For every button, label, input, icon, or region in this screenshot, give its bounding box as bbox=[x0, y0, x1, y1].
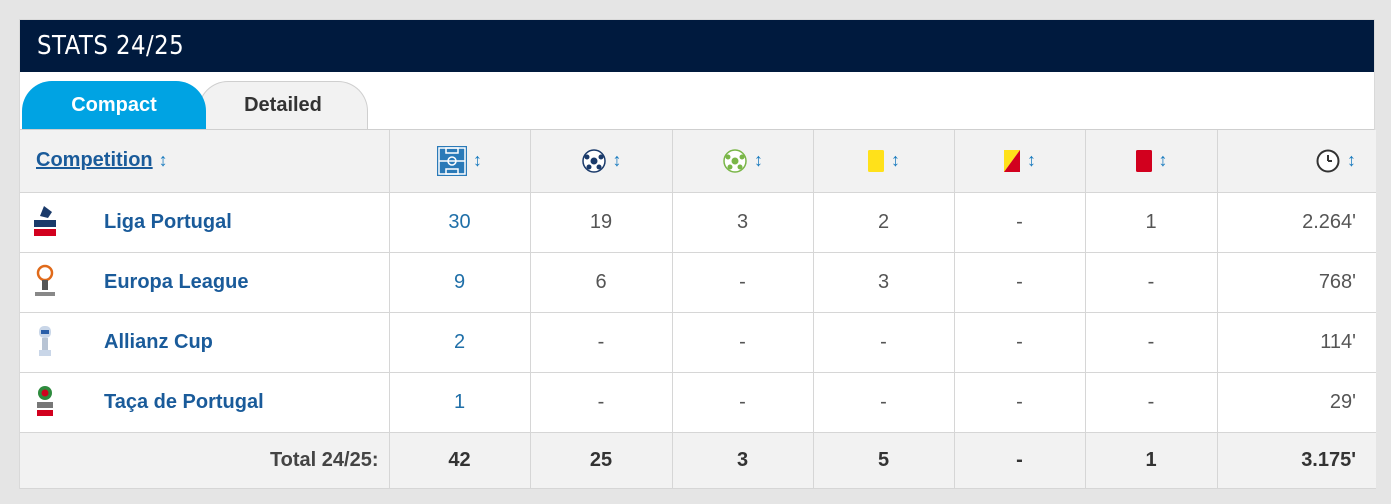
competition-name[interactable]: Allianz Cup bbox=[104, 330, 213, 353]
competition-cell: Taça de Portugal bbox=[20, 372, 390, 433]
competition-cell: Liga Portugal bbox=[20, 192, 390, 253]
sort-arrows-icon[interactable]: ↕ bbox=[754, 150, 763, 171]
second-yellow-cell: - bbox=[954, 372, 1086, 433]
header-red-cards[interactable]: ↕ bbox=[1085, 130, 1218, 193]
total-apps: 42 bbox=[389, 432, 531, 489]
second-yellow-cell: - bbox=[954, 252, 1086, 313]
total-red: 1 bbox=[1085, 432, 1218, 489]
competition-name[interactable]: Europa League bbox=[104, 270, 249, 293]
goals-cell: 6 bbox=[530, 252, 673, 313]
sort-arrows-icon[interactable]: ↕ bbox=[1158, 150, 1168, 171]
second-yellow-cell: - bbox=[954, 192, 1086, 253]
allianz-cup-logo bbox=[39, 326, 51, 356]
assists-cell: 3 bbox=[672, 192, 814, 253]
sort-arrows-icon[interactable]: ↕ bbox=[891, 150, 900, 171]
table-row: Europa League 9 6 - 3 - - 768' bbox=[20, 252, 1376, 313]
total-row: Total 24/25: 42 25 3 5 - 1 3.175' bbox=[20, 432, 1376, 489]
minutes-cell: 114' bbox=[1217, 312, 1376, 373]
view-tabs: Compact Detailed bbox=[20, 72, 1374, 130]
red-cell: - bbox=[1085, 372, 1218, 433]
apps-cell[interactable]: 30 bbox=[389, 192, 531, 253]
red-cell: 1 bbox=[1085, 192, 1218, 253]
stats-card: STATS 24/25 Compact Detailed Competition… bbox=[19, 19, 1376, 489]
sort-arrows-icon[interactable]: ↕ bbox=[612, 150, 622, 171]
competition-cell: Europa League bbox=[20, 252, 390, 313]
total-yellow: 5 bbox=[813, 432, 955, 489]
total-minutes: 3.175' bbox=[1217, 432, 1376, 489]
goals-cell: 19 bbox=[530, 192, 673, 253]
yellow-cell: 3 bbox=[813, 252, 955, 313]
tab-detailed[interactable]: Detailed bbox=[244, 93, 322, 116]
table-row: Allianz Cup 2 - - - - - 114' bbox=[20, 312, 1376, 373]
header-appearances[interactable]: ↕ bbox=[389, 130, 531, 193]
header-yellow-cards[interactable]: ↕ bbox=[813, 130, 955, 193]
table-row: Liga Portugal 30 19 3 2 - 1 2.264' bbox=[20, 192, 1376, 253]
table-row: Taça de Portugal 1 - - - - - 29' bbox=[20, 372, 1376, 433]
red-cell: - bbox=[1085, 312, 1218, 373]
pitch-icon bbox=[437, 145, 467, 176]
red-cell: - bbox=[1085, 252, 1218, 313]
apps-cell[interactable]: 1 bbox=[389, 372, 531, 433]
header-goals[interactable]: ↕ bbox=[530, 130, 673, 193]
header-second-yellow[interactable]: ↕ bbox=[954, 130, 1086, 193]
stats-header: STATS 24/25 bbox=[20, 20, 1374, 72]
table-header-row: Competition ↕ ↕ bbox=[20, 130, 1376, 193]
stats-title: STATS 24/25 bbox=[37, 31, 185, 61]
tab-compact[interactable]: Compact bbox=[71, 93, 157, 116]
competition-sort-link[interactable]: Competition bbox=[36, 149, 153, 172]
second-yellow-cell: - bbox=[954, 312, 1086, 373]
competition-name[interactable]: Liga Portugal bbox=[104, 210, 232, 233]
yellow-cell: 2 bbox=[813, 192, 955, 253]
second-yellow-card-icon bbox=[1004, 149, 1020, 172]
minutes-cell: 768' bbox=[1217, 252, 1376, 313]
total-goals: 25 bbox=[530, 432, 673, 489]
tab-compact-bg bbox=[22, 81, 206, 129]
europa-league-logo bbox=[35, 264, 55, 296]
total-second-yellow: - bbox=[954, 432, 1086, 489]
goals-cell: - bbox=[530, 312, 673, 373]
yellow-cell: - bbox=[813, 372, 955, 433]
assists-cell: - bbox=[672, 252, 814, 313]
minutes-cell: 29' bbox=[1217, 372, 1376, 433]
yellow-card-icon bbox=[868, 149, 884, 172]
red-card-icon bbox=[1135, 149, 1152, 172]
liga-portugal-logo bbox=[34, 206, 56, 236]
sort-arrows-icon[interactable]: ↕ bbox=[158, 150, 168, 171]
header-minutes[interactable]: ↕ bbox=[1217, 130, 1376, 193]
total-label: Total 24/25: bbox=[20, 432, 390, 489]
ball-icon bbox=[581, 149, 606, 173]
tab-detailed-bg bbox=[198, 81, 368, 129]
yellow-cell: - bbox=[813, 312, 955, 373]
competition-name[interactable]: Taça de Portugal bbox=[104, 390, 264, 413]
assists-cell: - bbox=[672, 372, 814, 433]
competition-cell: Allianz Cup bbox=[20, 312, 390, 373]
assist-ball-icon bbox=[723, 149, 747, 173]
apps-cell[interactable]: 9 bbox=[389, 252, 531, 313]
header-assists[interactable]: ↕ bbox=[672, 130, 814, 193]
goals-cell: - bbox=[530, 372, 673, 433]
sort-arrows-icon[interactable]: ↕ bbox=[473, 150, 482, 171]
total-assists: 3 bbox=[672, 432, 814, 489]
clock-icon bbox=[1316, 149, 1340, 173]
taca-de-portugal-logo bbox=[37, 386, 53, 416]
sort-arrows-icon[interactable]: ↕ bbox=[1347, 150, 1356, 171]
minutes-cell: 2.264' bbox=[1217, 192, 1376, 253]
assists-cell: - bbox=[672, 312, 814, 373]
stats-table: Competition ↕ ↕ bbox=[20, 130, 1376, 489]
apps-cell[interactable]: 2 bbox=[389, 312, 531, 373]
header-competition[interactable]: Competition ↕ bbox=[20, 130, 390, 193]
sort-arrows-icon[interactable]: ↕ bbox=[1027, 150, 1036, 171]
